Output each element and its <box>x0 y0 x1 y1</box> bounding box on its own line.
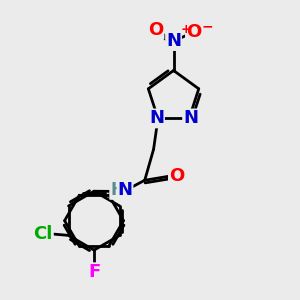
Text: N: N <box>166 32 181 50</box>
Text: N: N <box>118 181 133 199</box>
Text: O: O <box>148 21 164 39</box>
Text: O: O <box>169 167 184 185</box>
Text: +: + <box>181 23 191 36</box>
Text: Cl: Cl <box>34 225 53 243</box>
Text: H: H <box>110 181 124 199</box>
Text: N: N <box>149 110 164 128</box>
Text: O: O <box>186 23 201 41</box>
Text: N: N <box>183 110 198 128</box>
Text: F: F <box>88 263 100 281</box>
Text: −: − <box>202 20 213 34</box>
